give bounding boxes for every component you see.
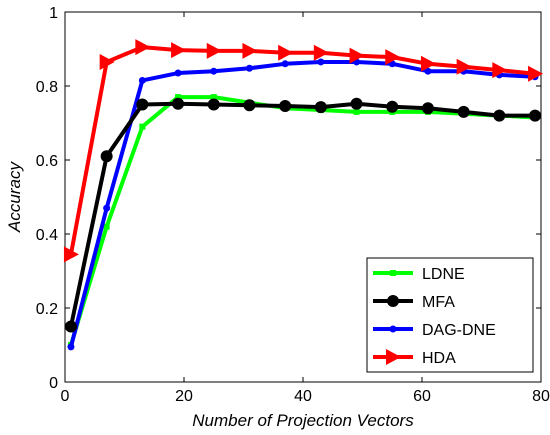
series-mfa [64, 97, 542, 333]
x-tick-label: 80 [532, 388, 550, 405]
y-tick-label: 0.4 [36, 227, 58, 244]
data-point [175, 94, 182, 101]
data-point [424, 67, 432, 75]
data-point [386, 100, 399, 113]
legend-label: HDA [422, 350, 456, 367]
data-point [349, 47, 365, 64]
series-hda [63, 39, 544, 263]
data-point [99, 53, 115, 70]
data-point [420, 55, 436, 72]
data-point [313, 44, 329, 61]
legend-marker [386, 349, 401, 365]
x-tick-label: 20 [175, 388, 193, 405]
data-point [242, 42, 258, 59]
legend-item: LDNE [373, 266, 465, 283]
series-line [69, 95, 536, 346]
x-axis-label: Number of Projection Vectors [192, 411, 414, 430]
data-point [278, 44, 294, 61]
legend-box [366, 257, 534, 373]
data-point [206, 42, 222, 59]
data-point [456, 58, 472, 75]
x-tick-label: 40 [294, 388, 312, 405]
data-point [139, 123, 146, 130]
data-point [67, 343, 75, 351]
data-point [136, 98, 149, 111]
y-tick-label: 0 [49, 375, 58, 392]
data-point [350, 97, 363, 110]
y-axis-label: Accuracy [5, 161, 24, 233]
data-point [171, 42, 187, 59]
data-point [457, 105, 470, 118]
data-point [243, 99, 256, 112]
data-point [172, 97, 185, 110]
x-tick-label: 0 [61, 388, 70, 405]
legend: LDNE MFA DAG-DNE HDA [366, 257, 534, 373]
data-point [353, 108, 360, 115]
legend-item: HDA [373, 349, 456, 367]
data-point [103, 204, 111, 212]
data-point [492, 62, 508, 79]
data-point [314, 101, 327, 114]
data-point [63, 246, 79, 263]
data-point [135, 39, 151, 56]
data-point [385, 49, 401, 66]
data-point [421, 102, 434, 115]
data-point [529, 109, 542, 122]
data-point [317, 58, 325, 66]
y-tick-label: 1 [49, 5, 58, 22]
data-point [138, 76, 146, 84]
data-point [210, 67, 218, 75]
legend-item: MFA [373, 294, 455, 311]
legend-marker [389, 325, 397, 333]
legend-marker [390, 270, 396, 276]
data-point [100, 150, 113, 163]
data-point [493, 109, 506, 122]
data-point [210, 94, 217, 101]
legend-label: MFA [422, 294, 455, 311]
x-tick-label: 60 [413, 388, 431, 405]
legend-marker [387, 295, 399, 307]
legend-item: DAG-DNE [373, 322, 496, 339]
y-tick-label: 0.2 [36, 301, 58, 318]
data-point [245, 64, 253, 72]
legend-label: DAG-DNE [422, 322, 496, 339]
y-tick-label: 0.8 [36, 79, 58, 96]
data-point [174, 69, 182, 77]
y-tick-label: 0.6 [36, 153, 58, 170]
data-point [528, 65, 544, 82]
data-point [103, 223, 110, 230]
data-point [279, 99, 292, 112]
legend-label: LDNE [422, 266, 465, 283]
data-point [64, 320, 77, 333]
data-point [207, 98, 220, 111]
data-point [281, 60, 289, 68]
